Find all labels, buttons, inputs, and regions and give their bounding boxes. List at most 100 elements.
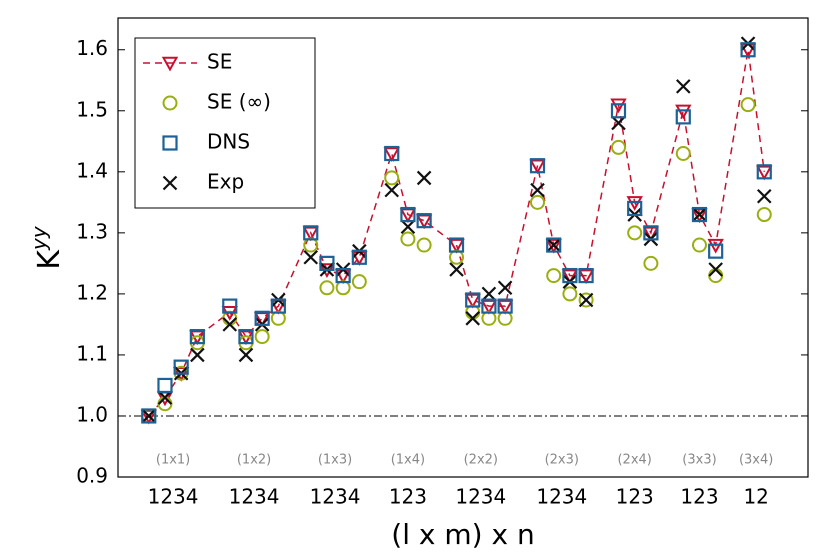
legend-marker: [162, 135, 178, 151]
x-tick-label: 123: [616, 485, 654, 509]
square-marker: [497, 298, 513, 314]
square-marker: [643, 225, 659, 241]
x-marker: [676, 79, 691, 94]
x-tick-label: 123: [680, 485, 718, 509]
square-marker: [465, 292, 481, 308]
square-marker: [610, 103, 627, 119]
x-marker: [384, 182, 400, 198]
square-marker: [351, 249, 367, 265]
legend-label: Exp: [207, 170, 244, 194]
square-marker: [141, 408, 157, 424]
square-marker: [448, 237, 465, 253]
x-tick-label: 1234: [148, 485, 199, 509]
x-tick-label: 1234: [310, 485, 361, 509]
triangle-marker: [415, 214, 433, 230]
circle-marker: [610, 139, 626, 155]
circle-marker: [546, 268, 562, 284]
legend-label: DNS: [207, 130, 250, 154]
plot-frame: [117, 17, 809, 478]
x-tick-label: 123: [389, 485, 427, 509]
triangle-marker: [480, 299, 498, 315]
x-marker: [190, 347, 205, 363]
square-marker: [708, 243, 724, 259]
triangle-marker: [691, 208, 708, 224]
group-label: (2x3): [545, 453, 579, 468]
legend-marker: [161, 56, 179, 72]
group-label: (1x4): [391, 453, 425, 468]
square-marker: [756, 164, 772, 180]
square-marker: [740, 42, 756, 58]
x-marker: [157, 390, 173, 405]
triangle-marker: [448, 238, 465, 254]
square-marker: [546, 237, 562, 253]
square-marker: [627, 200, 643, 217]
circle-marker: [643, 255, 659, 271]
x-marker: [303, 249, 319, 265]
circle-marker: [400, 231, 416, 247]
y-tick-label: 0.9: [76, 464, 108, 488]
x-axis-label: (l x m) x n: [391, 518, 534, 551]
x-marker: [222, 317, 238, 332]
square-marker: [238, 329, 254, 345]
x-marker: [756, 188, 772, 204]
circle-marker: [416, 237, 432, 253]
square-marker: [335, 267, 351, 284]
x-tick-label: 1234: [455, 485, 506, 509]
square-marker: [303, 225, 319, 241]
y-tick-label: 1.5: [76, 97, 108, 121]
square-marker: [400, 206, 416, 223]
group-label: (1x2): [237, 453, 271, 468]
circle-marker: [384, 170, 400, 186]
group-label: (1x1): [156, 453, 190, 468]
y-tick-label: 1.0: [76, 402, 108, 426]
square-marker: [384, 145, 400, 162]
square-marker: [691, 206, 708, 223]
y-label-base: K: [32, 249, 67, 270]
legend-box: [134, 37, 316, 209]
square-marker: [189, 329, 205, 345]
circle-marker: [562, 286, 578, 302]
x-marker: [546, 237, 561, 253]
square-marker: [578, 267, 594, 284]
x-marker: [497, 280, 513, 296]
circle-marker: [351, 274, 367, 290]
triangle-marker: [545, 238, 562, 254]
square-marker: [254, 310, 270, 326]
x-marker: [449, 262, 464, 277]
triangle-marker: [529, 159, 546, 175]
square-marker: [529, 158, 546, 174]
x-marker: [578, 292, 594, 308]
circle-marker: [627, 225, 643, 241]
x-marker: [416, 170, 432, 186]
square-marker: [157, 377, 173, 394]
triangle-marker: [561, 269, 579, 285]
x-marker: [238, 347, 254, 363]
x-tick-label: 1234: [229, 485, 280, 509]
x-marker: [692, 207, 707, 222]
group-label: (3x3): [682, 453, 716, 468]
x-marker: [465, 311, 480, 326]
square-marker: [481, 298, 497, 314]
x-tick-label: 12: [743, 485, 768, 509]
y-tick-label: 1.3: [76, 219, 108, 243]
triangle-marker: [383, 147, 400, 163]
circle-marker: [691, 237, 707, 253]
triangle-marker: [140, 409, 157, 425]
legend-label: SE: [207, 50, 232, 74]
square-marker: [319, 255, 335, 271]
triangle-marker: [399, 208, 417, 224]
x-marker: [141, 408, 157, 424]
triangle-marker: [496, 299, 514, 315]
triangle-marker: [642, 226, 660, 242]
legend-marker: [162, 95, 178, 111]
triangle-marker: [739, 43, 757, 59]
x-marker: [708, 262, 723, 277]
x-marker: [481, 286, 497, 302]
group-label: (2x4): [617, 453, 651, 468]
y-tick-label: 1.2: [76, 280, 108, 304]
group-label: (2x2): [464, 453, 498, 468]
y-label-sup: yy: [27, 225, 51, 251]
legend-label: SE (∞): [207, 90, 271, 114]
group-label: (1x3): [318, 453, 352, 468]
